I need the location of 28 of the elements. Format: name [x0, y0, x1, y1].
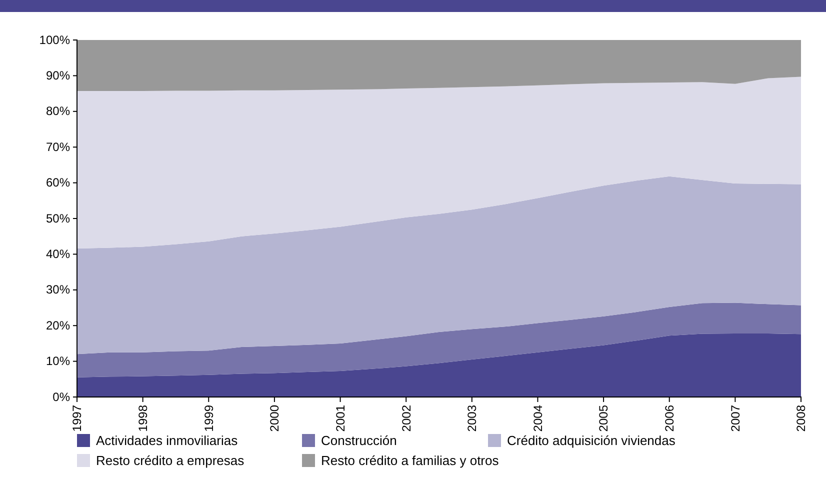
x-tick-label: 2001: [333, 404, 348, 432]
x-tick-label: 2008: [794, 404, 808, 432]
y-tick-label: 20%: [46, 318, 70, 332]
legend-label: Construcción: [321, 433, 397, 448]
x-tick-label: 2002: [399, 404, 414, 432]
x-tick-label: 2000: [268, 404, 282, 432]
y-tick-label: 40%: [46, 247, 70, 262]
legend-label: Actividades inmoviliarias: [96, 433, 238, 448]
legend-label: Resto crédito a familias y otros: [321, 453, 500, 468]
y-tick-label: 60%: [46, 176, 70, 190]
x-tick-label: 1997: [70, 404, 84, 432]
y-tick-label: 100%: [39, 32, 70, 47]
y-tick-label: 30%: [46, 282, 70, 297]
x-tick-label: 2004: [530, 404, 545, 432]
y-tick-label: 70%: [46, 140, 70, 154]
y-tick-label: 10%: [46, 354, 70, 368]
x-tick-label: 2003: [465, 404, 480, 432]
x-tick-label: 2006: [662, 404, 677, 432]
y-tick-label: 50%: [46, 211, 70, 226]
x-tick-label: 2005: [596, 404, 611, 432]
y-tick-label: 90%: [46, 68, 70, 83]
y-tick-label: 0%: [52, 390, 70, 404]
legend-label: Resto crédito a empresas: [96, 453, 245, 468]
legend-label: Crédito adquisición viviendas: [507, 433, 676, 448]
x-tick-label: 1999: [202, 404, 216, 432]
y-tick-label: 80%: [46, 104, 70, 118]
x-tick-label: 2007: [728, 404, 742, 432]
x-tick-label: 1998: [136, 404, 150, 432]
